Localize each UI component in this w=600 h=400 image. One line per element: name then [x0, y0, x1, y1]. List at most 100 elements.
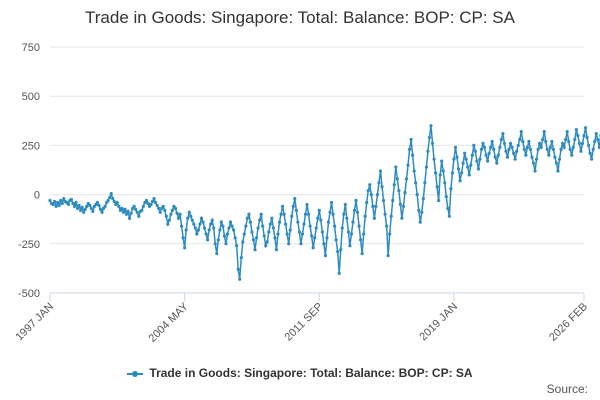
data-point — [227, 226, 231, 230]
data-point — [473, 149, 477, 153]
data-point — [437, 198, 441, 203]
data-point — [150, 199, 155, 204]
data-point — [264, 244, 268, 248]
data-point — [184, 228, 188, 232]
data-point — [580, 141, 585, 146]
data-point — [193, 226, 197, 230]
data-point — [155, 203, 159, 208]
data-point — [277, 220, 282, 224]
data-point — [530, 155, 534, 159]
data-point — [404, 177, 409, 181]
data-point — [412, 169, 416, 173]
data-point — [218, 228, 222, 232]
data-point — [551, 147, 556, 151]
data-point — [274, 248, 279, 252]
data-point — [567, 139, 571, 144]
data-point — [224, 242, 228, 246]
data-point — [452, 157, 456, 161]
data-point — [333, 224, 337, 228]
data-point — [152, 196, 156, 201]
data-point — [377, 181, 381, 185]
data-point — [574, 128, 578, 132]
data-point — [235, 244, 239, 248]
data-point — [144, 198, 148, 203]
data-point — [374, 204, 378, 209]
data-point — [175, 211, 179, 215]
data-point — [594, 131, 598, 136]
data-point — [273, 236, 277, 240]
data-point — [178, 212, 182, 216]
data-point — [91, 209, 95, 213]
legend-label: Trade in Goods: Singapore: Total: Balanc… — [149, 366, 473, 380]
data-point — [395, 177, 399, 181]
data-point — [291, 204, 295, 209]
data-point — [507, 147, 511, 151]
data-point — [95, 200, 100, 205]
data-point — [207, 228, 211, 232]
data-point — [441, 169, 445, 173]
data-point — [228, 220, 233, 224]
data-point — [120, 206, 124, 210]
series-line — [49, 125, 600, 280]
data-point — [433, 171, 438, 175]
data-point — [522, 147, 526, 151]
data-point — [346, 230, 350, 234]
data-point — [89, 206, 93, 210]
data-point — [320, 230, 324, 234]
x-tick-label: 2019 JAN — [417, 301, 460, 344]
data-point — [280, 204, 285, 209]
data-point — [498, 145, 502, 149]
data-point — [294, 208, 298, 212]
data-point — [97, 203, 101, 208]
data-point — [362, 232, 366, 236]
x-tick-label: 2026 FEB — [547, 301, 590, 344]
data-point — [181, 236, 185, 240]
data-point — [499, 137, 503, 142]
data-point — [354, 198, 358, 203]
data-point — [336, 250, 340, 254]
series-points — [48, 124, 600, 281]
chart-title: Trade in Goods: Singapore: Total: Balanc… — [85, 8, 515, 27]
data-point — [512, 151, 516, 155]
data-point — [282, 212, 286, 216]
data-point — [547, 153, 551, 157]
data-point — [438, 173, 442, 177]
data-point — [209, 222, 213, 226]
y-tick-label: 250 — [22, 140, 40, 152]
data-point — [100, 210, 104, 214]
legend[interactable]: Trade in Goods: Singapore: Total: Balanc… — [0, 366, 600, 380]
data-point — [467, 173, 471, 177]
data-point — [398, 202, 402, 207]
data-point — [391, 198, 395, 203]
data-point — [279, 212, 283, 216]
data-point — [528, 147, 533, 151]
data-point — [106, 198, 110, 203]
data-point — [349, 232, 354, 236]
data-point — [479, 147, 484, 151]
data-point — [241, 240, 245, 244]
data-point — [593, 139, 597, 144]
data-point — [293, 196, 297, 201]
data-point — [369, 193, 373, 197]
data-point — [267, 230, 271, 234]
data-point — [296, 220, 300, 224]
data-point — [470, 153, 474, 157]
data-point — [248, 220, 253, 224]
data-point — [544, 139, 548, 144]
data-point — [515, 149, 519, 153]
data-point — [531, 161, 536, 165]
data-point — [469, 163, 473, 167]
data-point — [576, 133, 580, 138]
data-point — [463, 151, 467, 155]
data-point — [550, 139, 554, 144]
data-point — [420, 210, 424, 214]
data-point — [88, 203, 92, 208]
source-label: Source: — [546, 382, 588, 396]
data-point — [553, 155, 557, 159]
data-point — [449, 187, 453, 191]
data-point — [590, 157, 594, 161]
data-point — [521, 139, 525, 144]
data-point — [328, 210, 332, 214]
data-point — [453, 145, 458, 149]
data-point — [417, 208, 421, 212]
